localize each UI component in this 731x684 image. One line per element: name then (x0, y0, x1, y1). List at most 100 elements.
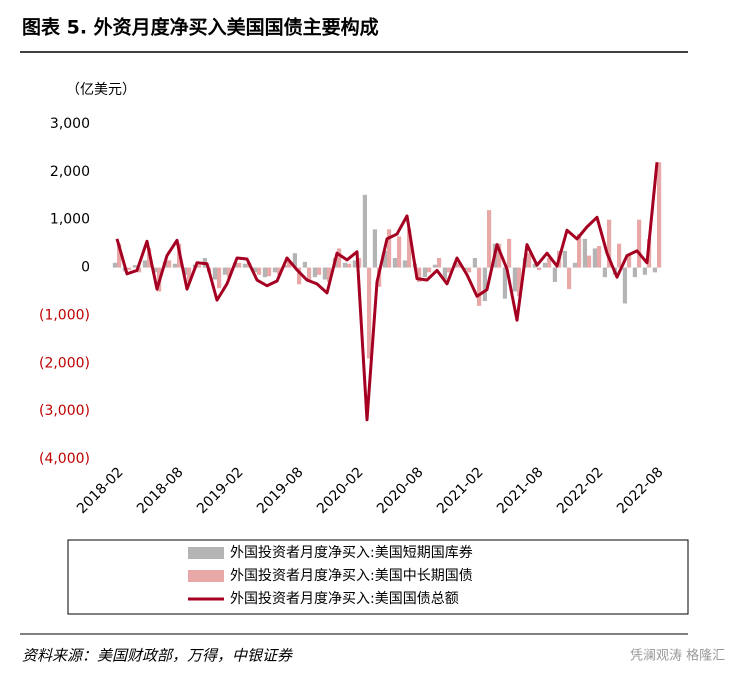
bar (547, 258, 552, 268)
legend-box (67, 539, 689, 615)
bar (367, 267, 372, 359)
legend-swatch (188, 547, 224, 559)
bar (472, 258, 477, 268)
bar (307, 267, 312, 282)
x-tick-label: 2022-08 (614, 464, 667, 517)
x-tick-label: 2019-08 (254, 464, 307, 517)
bar (292, 253, 297, 268)
bar (502, 267, 507, 299)
bar (567, 267, 572, 290)
bar (137, 267, 142, 273)
bar (572, 262, 577, 268)
bar (597, 246, 602, 268)
bar (197, 265, 202, 268)
bar (372, 229, 377, 268)
bar (632, 267, 637, 278)
x-tick-label: 2020-08 (374, 464, 427, 517)
bar (272, 267, 277, 273)
bar (352, 260, 357, 268)
bar (622, 267, 627, 304)
bar (317, 267, 322, 275)
bar (222, 267, 227, 275)
bar (322, 267, 327, 280)
bar (172, 263, 177, 268)
x-tick-label: 2020-02 (314, 464, 367, 517)
bar (342, 262, 347, 268)
bar (347, 263, 352, 268)
bar (362, 194, 367, 268)
bar (392, 258, 397, 268)
bar (427, 267, 432, 273)
bar (262, 267, 267, 278)
y-tick-label: 3,000 (50, 116, 90, 132)
bar (397, 236, 402, 268)
bar (297, 267, 302, 285)
bar (382, 250, 387, 268)
source-note: 资料来源：美国财政部，万得，中银证券 (22, 647, 293, 665)
bar (327, 267, 332, 282)
legend-label: 外国投资者月度净买入:美国国债总额 (230, 591, 459, 607)
bar (242, 263, 247, 268)
bar (437, 258, 442, 268)
bar (227, 267, 232, 278)
bar (187, 267, 192, 282)
bar (287, 260, 292, 268)
bar (182, 267, 187, 275)
bar (482, 267, 487, 302)
bar (467, 267, 472, 273)
bar (602, 267, 607, 278)
unit-label: （亿美元） (66, 82, 136, 98)
bar (167, 260, 172, 268)
bar (552, 267, 557, 282)
legend-label: 外国投资者月度净买入:美国中长期国债 (230, 568, 473, 584)
bar (537, 267, 542, 270)
bar (217, 267, 222, 289)
bar (577, 234, 582, 268)
bar (302, 261, 307, 268)
x-tick-label: 2022-02 (554, 464, 607, 517)
bar (487, 210, 492, 268)
bar (457, 262, 462, 268)
bar (387, 229, 392, 268)
line (115, 162, 659, 422)
legend-swatch (188, 570, 224, 582)
bar (582, 238, 587, 268)
bar (252, 267, 257, 273)
bar (432, 264, 437, 268)
bar (607, 219, 612, 268)
bar (592, 248, 597, 268)
bar (417, 267, 422, 282)
bar (447, 267, 452, 273)
bar (642, 267, 647, 275)
x-tick-label: 2019-02 (194, 464, 247, 517)
bar (512, 267, 517, 292)
y-tick-label: (2,000) (39, 355, 90, 371)
x-tick-label: 2021-08 (494, 464, 547, 517)
bar (112, 262, 117, 268)
bar (617, 243, 622, 268)
x-tick-label: 2018-02 (74, 464, 127, 517)
bar (477, 267, 482, 306)
bar (277, 267, 282, 275)
bar (212, 267, 217, 280)
bar (442, 267, 447, 280)
bar (652, 267, 657, 273)
y-tick-label: 0 (81, 260, 90, 276)
bar (532, 263, 537, 268)
bar (517, 267, 522, 297)
bar (587, 255, 592, 268)
bar (627, 255, 632, 268)
bar (142, 260, 147, 268)
bar (237, 262, 242, 268)
bar (267, 267, 272, 277)
bar (422, 267, 427, 278)
bar (497, 243, 502, 268)
y-tick-label: 2,000 (50, 164, 90, 180)
y-tick-label: (4,000) (39, 451, 90, 467)
bar (407, 229, 412, 268)
bar (132, 265, 137, 268)
bar (337, 248, 342, 268)
bar (257, 267, 262, 275)
x-tick-label: 2018-08 (134, 464, 187, 517)
